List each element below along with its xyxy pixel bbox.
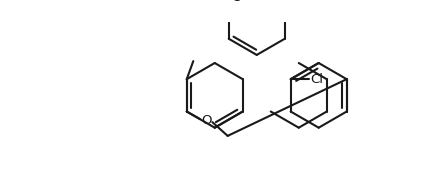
Text: O: O <box>231 0 242 4</box>
Text: Cl: Cl <box>311 73 324 86</box>
Text: O: O <box>201 114 211 127</box>
